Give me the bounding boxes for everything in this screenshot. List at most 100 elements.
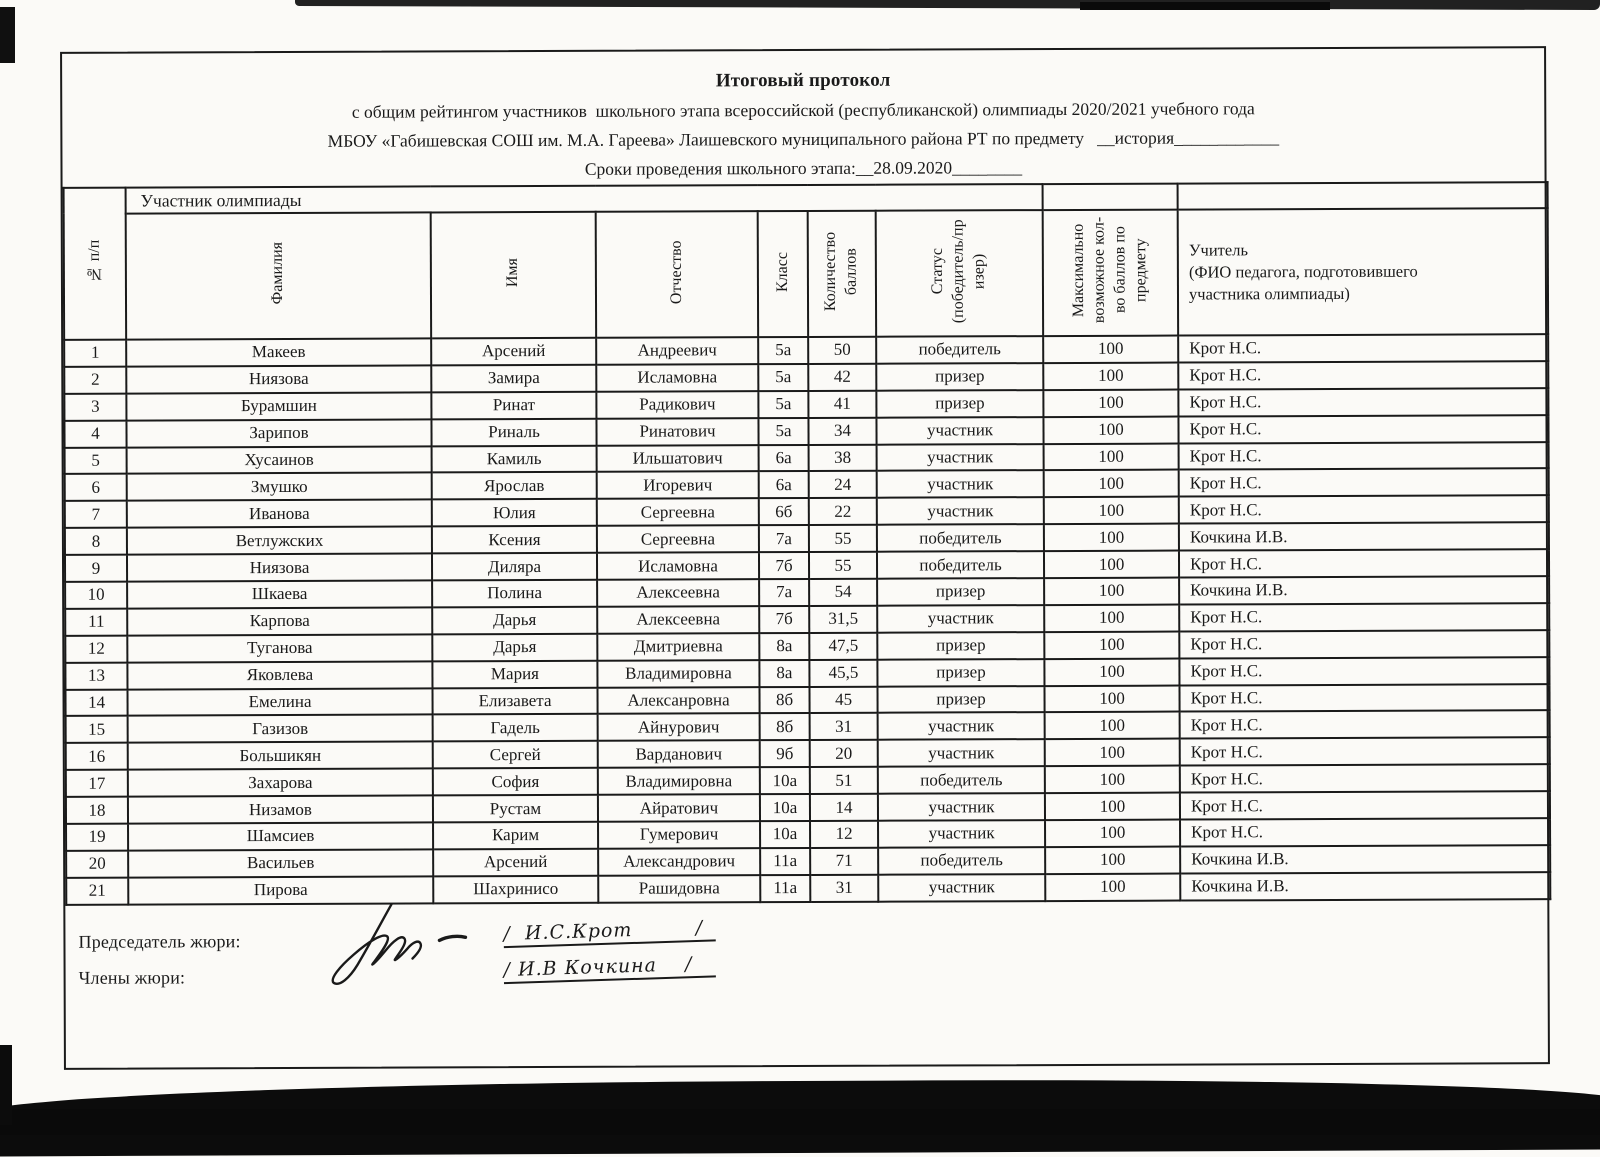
cell-maxscore: 100: [1044, 631, 1180, 659]
cell-surname: Бурамшин: [126, 392, 432, 421]
heading-line-dates: Сроки проведения школьного этапа:__28.09…: [584, 157, 1023, 179]
chair-of-jury-label: Председатель жюри:: [78, 930, 241, 952]
cell-surname: Ветлужских: [126, 526, 432, 555]
cell-number: 13: [65, 662, 128, 690]
cell-number: 21: [66, 877, 129, 905]
cell-firstname: Дарья: [432, 633, 598, 662]
cell-patronymic: Андреевич: [596, 337, 759, 365]
cell-patronymic: Алексеевна: [597, 579, 760, 607]
cell-patronymic: Сергеевна: [596, 498, 759, 527]
table-body: 1 Макеев Арсений Андреевич 5а 50 победитель 100…: [64, 334, 1551, 905]
cell-score: 22: [808, 498, 877, 526]
cell-score: 54: [809, 578, 878, 606]
cell-score: 14: [809, 793, 879, 822]
cell-class: 11а: [760, 874, 811, 902]
cell-class: 6а: [758, 471, 809, 499]
cell-teacher: Крот Н.С.: [1179, 629, 1550, 659]
cell-patronymic: Алексанровна: [597, 686, 760, 715]
cell-firstname: Полина: [432, 579, 598, 608]
cell-class: 8а: [759, 659, 810, 687]
column-header-row: Фамилия Имя Отчество Класс Количество ба…: [64, 208, 1549, 340]
cell-number: 14: [65, 689, 128, 717]
cell-maxscore: 100: [1043, 523, 1180, 552]
jury-footer: Председатель жюри: Члены жюри: / И.С.Кро…: [65, 900, 1547, 1026]
cell-surname: Яковлева: [127, 661, 433, 690]
cell-teacher: Крот Н.С.: [1178, 414, 1549, 444]
cell-maxscore: 100: [1043, 362, 1179, 390]
cell-class: 8б: [759, 686, 810, 714]
cell-status: призер: [876, 362, 1044, 391]
cell-surname: Туганова: [127, 634, 433, 663]
cell-score: 45,5: [809, 659, 878, 687]
cell-surname: Газизов: [127, 714, 433, 743]
cell-status: участник: [876, 470, 1044, 499]
jury-members-label: Члены жюри:: [78, 967, 186, 988]
cell-surname: Васильев: [128, 849, 434, 878]
cell-class: 5а: [758, 417, 809, 445]
col-header-surname-label: Фамилия: [268, 242, 287, 305]
cell-status: призер: [877, 685, 1045, 714]
cell-surname: Емелина: [127, 688, 433, 717]
cell-number: 2: [64, 366, 127, 394]
cell-number: 11: [65, 608, 128, 636]
cell-status: участник: [877, 793, 1046, 821]
col-header-number-label: № п/п: [85, 239, 103, 283]
cell-surname: Макеев: [126, 338, 432, 367]
cell-firstname: Юлия: [431, 499, 597, 527]
col-header-firstname: Имя: [430, 211, 597, 339]
cell-number: 8: [64, 527, 127, 555]
cell-class: 10а: [760, 821, 811, 849]
cell-surname: Ниязова: [126, 553, 433, 582]
cell-status: призер: [877, 631, 1045, 660]
heading-line-school-subject: МБОУ «Габишевская СОШ им. М.А. Гареева» …: [327, 127, 1280, 151]
cell-firstname: Ксения: [431, 526, 597, 554]
cell-status: победитель: [878, 847, 1046, 875]
cell-maxscore: 100: [1045, 846, 1181, 874]
cell-number: 6: [64, 474, 127, 502]
cell-number: 17: [65, 769, 128, 797]
cell-patronymic: Радикович: [596, 390, 759, 419]
cell-score: 31: [810, 874, 879, 902]
cell-class: 9б: [759, 740, 810, 768]
cell-class: 7б: [759, 605, 810, 633]
col-header-teacher: Учитель (ФИО педагога, подготовившего уч…: [1177, 208, 1549, 336]
cell-score: 47,5: [809, 632, 878, 660]
cell-patronymic: Сергеевна: [596, 525, 759, 553]
cell-firstname: Елизавета: [432, 687, 598, 715]
cell-teacher: Крот Н.С.: [1179, 549, 1550, 578]
cell-surname: Змушко: [126, 472, 432, 501]
cell-score: 42: [808, 363, 877, 391]
cell-patronymic: Владимировна: [597, 767, 760, 795]
cell-teacher: Крот Н.С.: [1179, 791, 1551, 820]
col-header-class-label: Класс: [773, 251, 791, 292]
cell-patronymic: Айратович: [597, 794, 761, 822]
cell-class: 6б: [758, 498, 809, 526]
cell-firstname: Арсений: [433, 848, 599, 877]
cell-surname: Ниязова: [126, 365, 432, 394]
cell-surname: Карпова: [127, 607, 433, 636]
cell-number: 4: [64, 420, 127, 448]
cell-firstname: Замира: [431, 364, 597, 393]
cell-score: 20: [809, 740, 878, 768]
scanned-document: Итоговый протокол с общим рейтингом учас…: [60, 46, 1551, 1070]
cell-number: 1: [64, 339, 127, 367]
cell-number: 9: [64, 554, 128, 582]
col-header-patronymic-label: Отчество: [667, 240, 685, 304]
cell-status: призер: [877, 578, 1045, 606]
cell-teacher: Крот Н.С.: [1178, 441, 1549, 471]
cell-maxscore: 100: [1045, 873, 1181, 901]
cell-number: 3: [64, 393, 127, 421]
cell-patronymic: Варданович: [597, 740, 760, 769]
cell-class: 7а: [759, 579, 810, 607]
cell-class: 6а: [758, 444, 809, 472]
cell-status: призер: [877, 658, 1045, 687]
cell-score: 55: [808, 524, 877, 553]
cell-teacher: Кочкина И.В.: [1180, 845, 1551, 874]
cell-score: 31,5: [809, 605, 878, 633]
cell-score: 34: [808, 417, 877, 445]
cell-patronymic: Дмитриевна: [597, 632, 760, 661]
col-header-number: № п/п: [63, 187, 127, 340]
cell-teacher: Крот Н.С.: [1178, 468, 1549, 497]
cell-firstname: София: [432, 768, 598, 796]
cell-status: участник: [877, 712, 1045, 741]
